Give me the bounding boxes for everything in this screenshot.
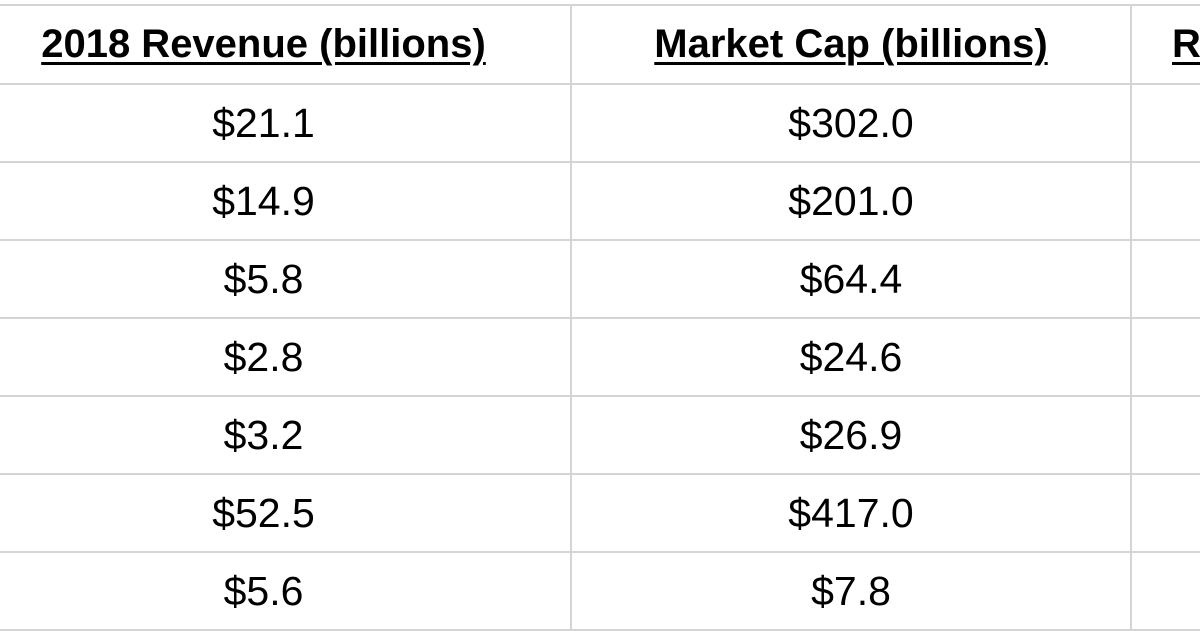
revenue-cell: $52.5: [0, 473, 572, 553]
table-row: $2.8 $24.6: [0, 317, 1200, 397]
header-market-cap: Market Cap (billions): [570, 4, 1132, 85]
header-truncated: R: [1130, 4, 1200, 85]
truncated-cell: [1130, 317, 1200, 397]
market-cap-cell: $417.0: [570, 473, 1132, 553]
table-row: $21.1 $302.0: [0, 83, 1200, 163]
table-row: $52.5 $417.0: [0, 473, 1200, 553]
market-cap-cell: $201.0: [570, 161, 1132, 241]
truncated-cell: [1130, 395, 1200, 475]
market-cap-cell: $7.8: [570, 551, 1132, 631]
revenue-cell: $3.2: [0, 395, 572, 475]
truncated-cell: [1130, 551, 1200, 631]
header-row: 2018 Revenue (billions) Market Cap (bill…: [0, 4, 1200, 85]
truncated-cell: [1130, 83, 1200, 163]
revenue-cell: $2.8: [0, 317, 572, 397]
market-cap-cell: $302.0: [570, 83, 1132, 163]
table-row: $5.8 $64.4: [0, 239, 1200, 319]
market-cap-cell: $64.4: [570, 239, 1132, 319]
market-cap-cell: $24.6: [570, 317, 1132, 397]
table-row: $14.9 $201.0: [0, 161, 1200, 241]
truncated-cell: [1130, 239, 1200, 319]
revenue-cell: $5.8: [0, 239, 572, 319]
header-revenue: 2018 Revenue (billions): [0, 4, 572, 85]
data-table: 2018 Revenue (billions) Market Cap (bill…: [0, 4, 1200, 631]
market-cap-cell: $26.9: [570, 395, 1132, 475]
revenue-cell: $14.9: [0, 161, 572, 241]
table-row: $5.6 $7.8: [0, 551, 1200, 631]
truncated-cell: [1130, 161, 1200, 241]
truncated-cell: [1130, 473, 1200, 553]
revenue-cell: $21.1: [0, 83, 572, 163]
revenue-cell: $5.6: [0, 551, 572, 631]
table-row: $3.2 $26.9: [0, 395, 1200, 475]
